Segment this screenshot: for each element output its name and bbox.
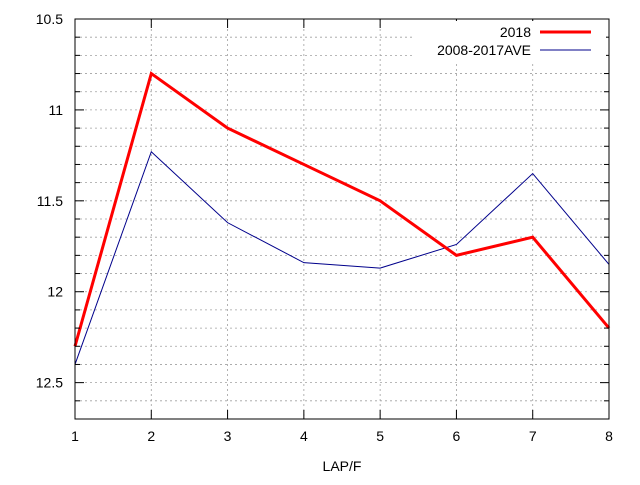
x-tick-label: 2: [147, 428, 155, 444]
series-line-0: [73, 71, 611, 347]
x-tick-label: 3: [224, 428, 232, 444]
x-tick-label: 5: [376, 428, 384, 444]
y-tick-label: 11.5: [37, 193, 63, 209]
y-tick-label: 11: [48, 102, 63, 118]
axis-ticks: [74, 19, 610, 419]
x-axis-tick-labels: 1 2 3 4 5 6 7 8: [71, 428, 613, 444]
x-tick-label: 6: [453, 428, 461, 444]
series-line-1: [74, 150, 610, 365]
grid: [75, 19, 609, 419]
x-tick-label: 7: [529, 428, 537, 444]
y-tick-label: 12.5: [36, 375, 63, 391]
legend-background: [414, 21, 606, 61]
y-tick-label: 10.5: [36, 11, 63, 27]
legend-label: 2018: [500, 24, 531, 40]
x-axis-label: LAP/F: [323, 458, 362, 474]
x-tick-label: 8: [605, 428, 613, 444]
y-axis-tick-labels: 10.5 11 11.5 12 12.5: [36, 11, 63, 391]
x-tick-label: 1: [71, 428, 79, 444]
y-tick-label: 12: [47, 284, 63, 300]
x-tick-label: 4: [300, 428, 308, 444]
series-lines: [73, 71, 611, 365]
legend: 2018 2008-2017AVE: [414, 21, 606, 61]
legend-label: 2008-2017AVE: [437, 42, 531, 58]
